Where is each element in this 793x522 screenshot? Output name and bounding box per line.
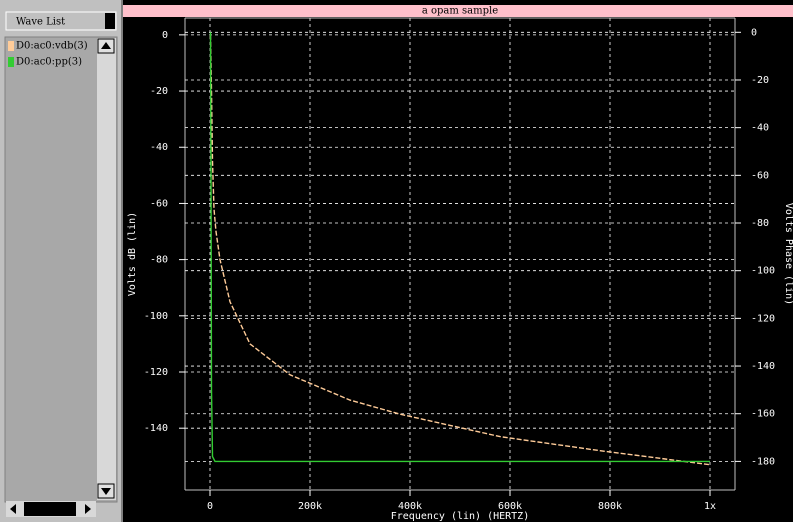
- hscroll-thumb[interactable]: [24, 502, 76, 516]
- x-tick-label: 200k: [298, 501, 322, 512]
- y-axis-label: Volts dB (lin): [127, 212, 138, 296]
- wave-color: [8, 41, 14, 51]
- x-tick-label: 600k: [498, 501, 522, 512]
- arrow: [85, 504, 91, 514]
- x-tick-label: 1x: [704, 501, 716, 512]
- wave-entry[interactable]: D0:ac0:pp(3): [16, 57, 82, 68]
- y2-tick-label: -160: [751, 409, 775, 420]
- wave-list-title: Wave List: [16, 17, 65, 28]
- y-tick-label: -60: [150, 198, 168, 209]
- header-box: [105, 13, 115, 29]
- series-line: [209, 34, 711, 466]
- y2-tick-label: -20: [751, 75, 769, 86]
- y2-tick-label: -120: [751, 313, 775, 324]
- x-axis-label: Frequency (lin) (HERTZ): [391, 511, 529, 522]
- y2-axis-label: Volts Phase (lin): [783, 203, 793, 305]
- vscroll[interactable]: [97, 38, 116, 500]
- wave-entry[interactable]: D0:ac0:vdb(3): [16, 41, 88, 52]
- title-bar: [123, 5, 793, 17]
- arrow: [10, 504, 16, 514]
- y2-tick-label: 0: [751, 27, 757, 38]
- x-tick-label: 800k: [598, 501, 622, 512]
- y2-tick-label: -180: [751, 456, 775, 467]
- wave-color: [8, 57, 14, 67]
- y-tick-label: -120: [144, 367, 168, 378]
- divider: [121, 0, 123, 522]
- series-line: [209, 32, 710, 463]
- y-tick-label: -100: [144, 311, 168, 322]
- y-tick-label: 0: [162, 30, 168, 41]
- wave-list-header: [5, 11, 117, 31]
- chart-title: a opam sample: [422, 6, 498, 17]
- y-tick-label: -20: [150, 86, 168, 97]
- x-tick-label: 400k: [398, 501, 422, 512]
- y-tick-label: -40: [150, 142, 168, 153]
- y2-tick-label: -80: [751, 218, 769, 229]
- arrow: [101, 488, 111, 495]
- x-tick-label: 0: [207, 501, 213, 512]
- y2-tick-label: -140: [751, 361, 775, 372]
- arrow: [101, 42, 111, 49]
- y2-tick-label: -100: [751, 266, 775, 277]
- y-tick-label: -80: [150, 255, 168, 266]
- y2-tick-label: -40: [751, 123, 769, 134]
- y2-tick-label: -60: [751, 170, 769, 181]
- y-tick-label: -140: [144, 423, 168, 434]
